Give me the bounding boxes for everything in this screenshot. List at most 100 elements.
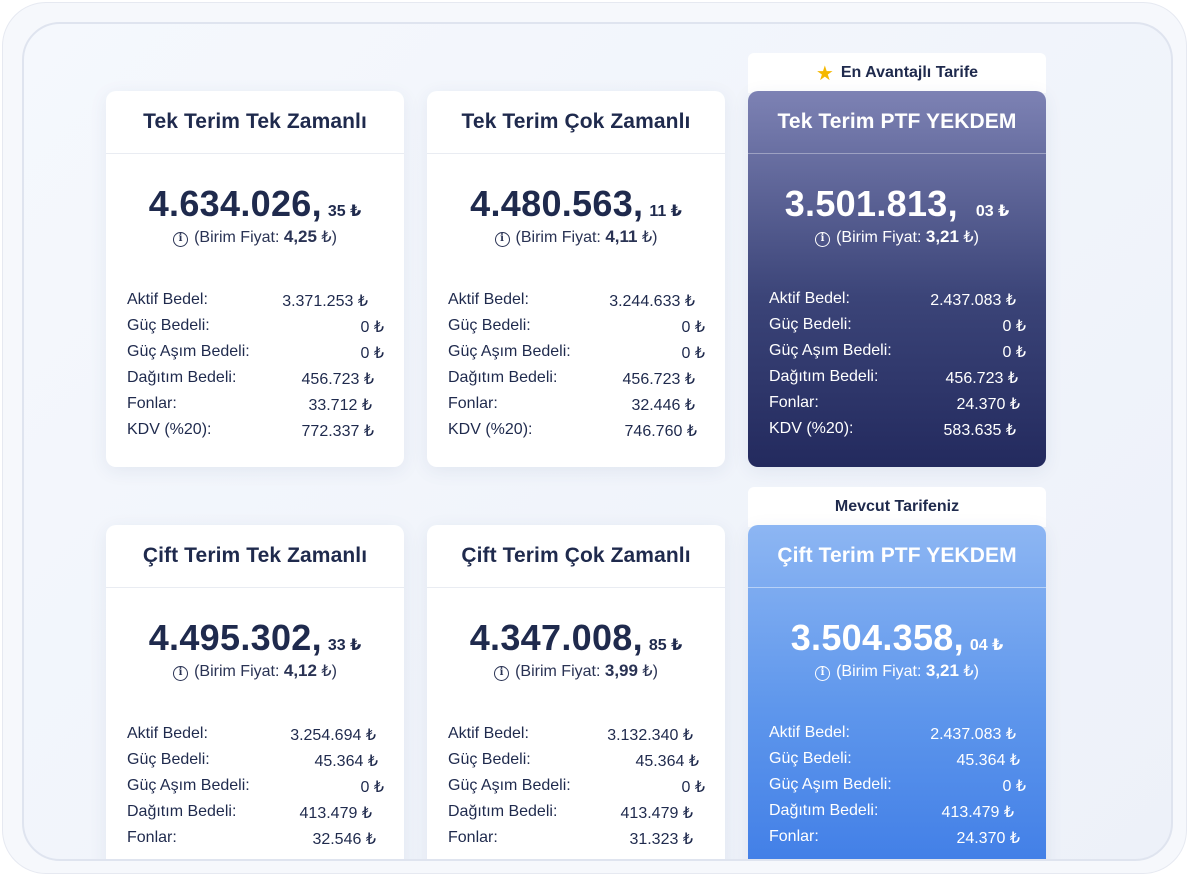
row-label: Güç Bedeli: <box>448 317 531 334</box>
row-label: Güç Aşım Bedeli: <box>127 343 250 360</box>
unit-price-prefix: (Birim Fiyat: <box>836 663 922 680</box>
info-icon[interactable]: i <box>173 666 189 681</box>
row-label: Aktif Bedel: <box>448 725 529 742</box>
row-value: 32.446 ₺ <box>631 397 695 414</box>
row-label: Güç Aşım Bedeli: <box>448 777 571 794</box>
unit-price-suffix: ₺) <box>963 663 979 680</box>
tariff-card-cift-terim-ptf-yekdem[interactable]: Çift Terim PTF YEKDEM 3.504.358, 04 ₺ i (B… <box>748 525 1046 859</box>
breakdown-row: Güç Aşım Bedeli: 0 ₺ <box>769 776 1026 802</box>
info-icon[interactable]: i <box>494 232 510 247</box>
current-tariff-label: Mevcut Tarifeniz <box>834 498 960 515</box>
info-icon[interactable]: i <box>173 232 189 247</box>
total-main: 4.347.008, <box>469 617 643 658</box>
card-title: Çift Terim Tek Zamanlı <box>106 525 404 588</box>
row-value: 45.364 ₺ <box>314 753 378 770</box>
breakdown-row: Dağıtım Bedeli: 413.479 ₺ <box>127 803 384 829</box>
breakdown-row: Dağıtım Bedeli: 456.723 ₺ <box>448 369 705 395</box>
best-tariff-label: En Avantajlı Tarife <box>840 64 979 81</box>
row-label: KDV (%20): <box>448 421 533 438</box>
unit-price-suffix: ₺) <box>321 229 337 246</box>
unit-price-prefix: (Birim Fiyat: <box>836 229 922 246</box>
info-icon[interactable]: i <box>815 666 831 681</box>
row-label: Dağıtım Bedeli: <box>448 803 558 820</box>
cost-breakdown: Aktif Bedel: 3.371.253 ₺ Güç Bedeli: 0 ₺ G… <box>127 291 384 447</box>
breakdown-row: Fonlar: 24.370 ₺ <box>769 828 1026 854</box>
unit-price-value: 4,25 <box>283 227 317 246</box>
total-main: 4.480.563, <box>470 183 644 224</box>
breakdown-row: Aktif Bedel: 3.371.253 ₺ <box>127 291 384 317</box>
row-label: KDV (%20): <box>769 420 854 437</box>
star-icon: ★ <box>815 62 834 85</box>
row-value: 0 ₺ <box>1002 344 1026 361</box>
total-cents: 33 ₺ <box>327 637 362 654</box>
info-icon[interactable]: i <box>494 666 510 681</box>
cost-breakdown: Aktif Bedel: 2.437.083 ₺ Güç Bedeli: 45.36… <box>769 724 1026 854</box>
tariff-comparison-panel: ★ En Avantajlı Tarife Mevcut Tarifeniz T… <box>22 22 1173 861</box>
row-label: Aktif Bedel: <box>127 725 208 742</box>
breakdown-row: Güç Aşım Bedeli: 0 ₺ <box>127 777 384 803</box>
total-main: 4.634.026, <box>148 183 322 224</box>
best-tariff-badge: ★ En Avantajlı Tarife <box>748 53 1046 93</box>
breakdown-row: Aktif Bedel: 3.254.694 ₺ <box>127 725 384 751</box>
row-value: 3.244.633 ₺ <box>609 293 695 310</box>
row-value: 45.364 ₺ <box>635 753 699 770</box>
breakdown-row: Güç Bedeli: 45.364 ₺ <box>448 751 705 777</box>
row-value: 24.370 ₺ <box>956 396 1020 413</box>
row-value: 413.479 ₺ <box>941 804 1014 821</box>
row-label: Fonlar: <box>448 829 498 846</box>
row-value: 0 ₺ <box>681 345 705 362</box>
tariff-card-tek-terim-tek-zamanli[interactable]: Tek Terim Tek Zamanlı 4.634.026, 35 ₺ i (B… <box>106 91 404 467</box>
row-label: Aktif Bedel: <box>769 724 850 741</box>
row-value: 0 ₺ <box>360 345 384 362</box>
breakdown-row: Dağıtım Bedeli: 413.479 ₺ <box>448 803 705 829</box>
cost-breakdown: Aktif Bedel: 3.132.340 ₺ Güç Bedeli: 45.36… <box>448 725 705 855</box>
row-value: 24.370 ₺ <box>956 830 1020 847</box>
unit-price-line: i (Birim Fiyat: 3,21 ₺) <box>748 227 1046 247</box>
row-label: Güç Bedeli: <box>769 316 852 333</box>
row-label: Aktif Bedel: <box>448 291 529 308</box>
unit-price-value: 4,12 <box>283 661 317 680</box>
breakdown-row: Aktif Bedel: 2.437.083 ₺ <box>769 290 1026 316</box>
row-value: 3.132.340 ₺ <box>607 727 693 744</box>
cost-breakdown: Aktif Bedel: 3.254.694 ₺ Güç Bedeli: 45.36… <box>127 725 384 855</box>
row-label: Güç Bedeli: <box>127 317 210 334</box>
tariff-card-tek-terim-cok-zamanli[interactable]: Tek Terim Çok Zamanlı 4.480.563, 11 ₺ i (B… <box>427 91 725 467</box>
row-value: 3.371.253 ₺ <box>282 293 368 310</box>
unit-price-suffix: ₺) <box>321 663 337 680</box>
total-amount: 4.480.563, 11 ₺ <box>427 183 725 225</box>
card-title: Çift Terim PTF YEKDEM <box>748 525 1046 588</box>
breakdown-row: Aktif Bedel: 3.132.340 ₺ <box>448 725 705 751</box>
total-cents: 85 ₺ <box>648 637 683 654</box>
total-cents: 35 ₺ <box>327 203 362 220</box>
breakdown-row: KDV (%20): 746.760 ₺ <box>448 421 705 447</box>
row-value: 33.712 ₺ <box>308 397 372 414</box>
row-label: Dağıtım Bedeli: <box>769 368 879 385</box>
tariff-card-tek-terim-ptf-yekdem[interactable]: Tek Terim PTF YEKDEM 3.501.813, 03 ₺ i (Bi… <box>748 91 1046 467</box>
unit-price-line: i (Birim Fiyat: 4,11 ₺) <box>427 227 725 247</box>
row-label: Aktif Bedel: <box>769 290 850 307</box>
row-label: KDV (%20): <box>127 421 212 438</box>
row-label: Güç Bedeli: <box>127 751 210 768</box>
breakdown-row: Güç Aşım Bedeli: 0 ₺ <box>448 777 705 803</box>
card-title: Tek Terim Çok Zamanlı <box>427 91 725 154</box>
unit-price-prefix: (Birim Fiyat: <box>194 229 280 246</box>
info-icon[interactable]: i <box>815 232 831 247</box>
total-main: 4.495.302, <box>148 617 322 658</box>
breakdown-row: Fonlar: 31.323 ₺ <box>448 829 705 855</box>
row-value: 456.723 ₺ <box>301 371 374 388</box>
tariff-card-cift-terim-tek-zamanli[interactable]: Çift Terim Tek Zamanlı 4.495.302, 33 ₺ i (… <box>106 525 404 859</box>
total-main: 3.504.358, <box>790 617 964 658</box>
row-label: Güç Bedeli: <box>448 751 531 768</box>
row-value: 0 ₺ <box>360 779 384 796</box>
row-value: 2.437.083 ₺ <box>930 726 1016 743</box>
unit-price-prefix: (Birim Fiyat: <box>194 663 280 680</box>
total-cents: 04 ₺ <box>969 637 1004 654</box>
tariff-card-cift-terim-cok-zamanli[interactable]: Çift Terim Çok Zamanlı 4.347.008, 85 ₺ i (… <box>427 525 725 859</box>
total-amount: 4.347.008, 85 ₺ <box>427 617 725 659</box>
breakdown-row: Güç Bedeli: 45.364 ₺ <box>769 750 1026 776</box>
row-value: 746.760 ₺ <box>624 423 697 440</box>
row-value: 0 ₺ <box>681 319 705 336</box>
total-main: 3.501.813, <box>784 183 958 224</box>
unit-price-prefix: (Birim Fiyat: <box>515 663 601 680</box>
breakdown-row: Dağıtım Bedeli: 413.479 ₺ <box>769 802 1026 828</box>
